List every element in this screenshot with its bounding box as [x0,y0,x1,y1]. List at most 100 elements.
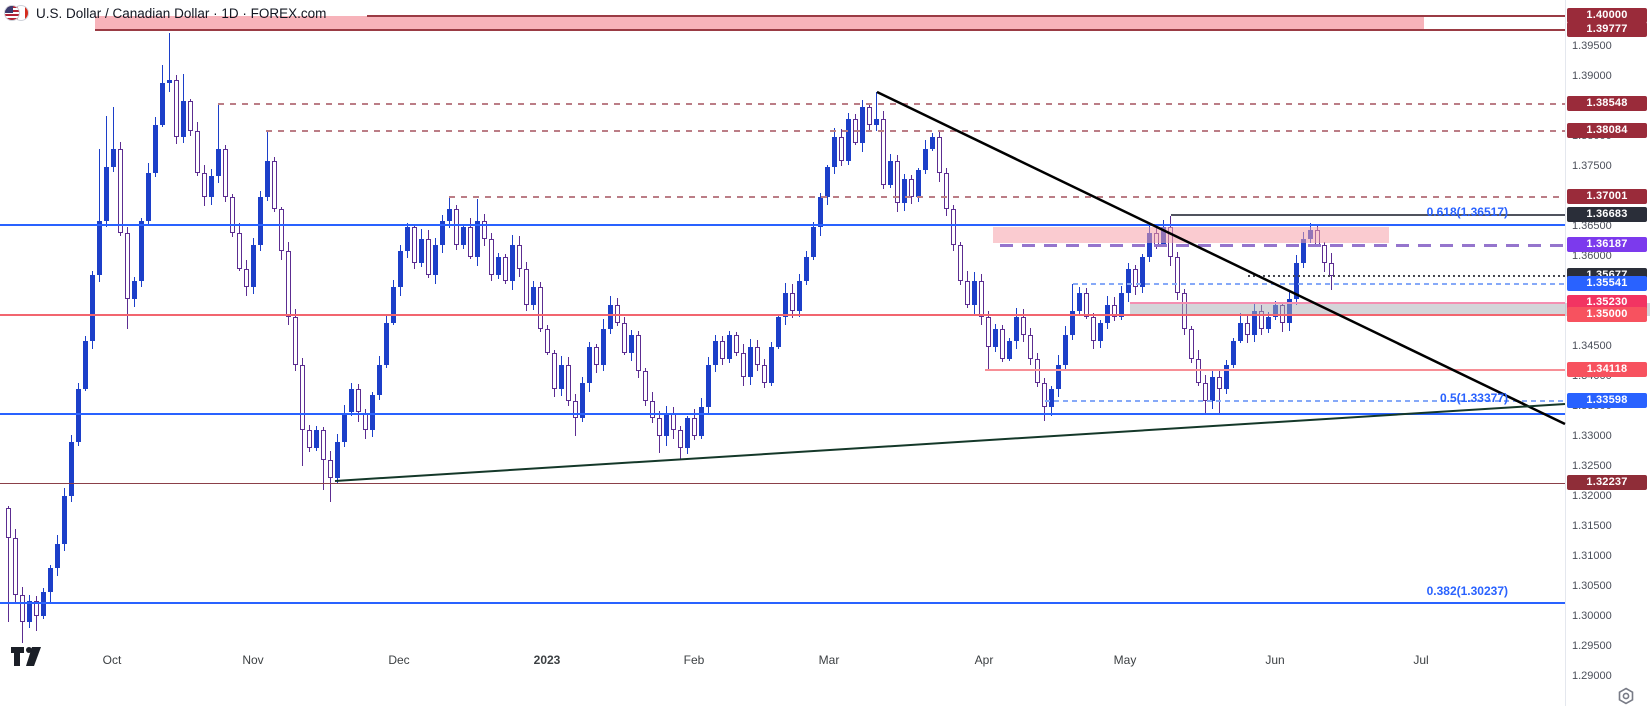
price-label: 1.38548 [1567,96,1647,111]
candle-down [566,364,571,401]
candle-down [20,595,25,623]
level-line-1.35677[interactable] [1248,275,1565,277]
candle-up [55,544,60,569]
candle-down [615,304,620,323]
candle-up [27,601,32,623]
candle-down [1189,328,1194,359]
candle-down [762,364,767,383]
candle-up [349,388,354,413]
time-axis-label: Jun [1265,653,1285,667]
level-line-1.38084[interactable] [266,130,1565,132]
supply-zone-1.3978-1.4000[interactable] [95,16,1424,30]
candle-down [881,119,886,185]
level-line-1.39777[interactable] [95,29,1565,31]
candle-down [1021,316,1026,335]
price-tick: 1.39500 [1572,40,1612,52]
candle-down [300,364,305,431]
price-tick: 1.31000 [1572,550,1612,562]
level-line-1.36187[interactable] [1000,243,1565,247]
price-label: 1.35230 [1567,295,1647,310]
candle-down [867,107,872,126]
level-line-1.35230[interactable] [1130,302,1565,304]
candle-up [216,149,221,176]
candle-up [391,286,396,323]
candle-wick [113,107,114,172]
level-line-1.35541[interactable] [1073,283,1565,285]
candle-up [846,119,851,161]
candle-up [972,280,977,305]
candle-up [104,167,109,221]
time-axis-label: Nov [242,653,264,667]
candle-wick [99,149,100,283]
candle-down [692,418,697,437]
candle-wick [218,105,219,183]
candle-up [69,442,74,497]
candle-up [930,137,935,150]
candle-up [797,280,802,311]
level-line-1.32237[interactable] [0,482,1565,484]
level-line-1.37001[interactable] [449,196,1565,198]
candle-down [489,238,494,275]
price-tick: 1.34500 [1572,340,1612,352]
candle-up [1266,316,1271,329]
candle-down [454,208,459,245]
level-line-1.30237[interactable] [0,602,1565,604]
candle-down [230,196,235,233]
candle-down [118,149,123,233]
level-line-1.35000[interactable] [0,314,1565,316]
candle-up [48,568,53,593]
candle-up [1049,388,1054,407]
candle-down [286,250,291,317]
tradingview-logo[interactable] [10,646,50,668]
level-line-1.38548[interactable] [218,103,1565,105]
level-line-1.33377[interactable] [0,413,1565,415]
level-line-1.36517[interactable] [0,224,1565,226]
candle-up [825,167,830,197]
level-line-1.40000[interactable] [367,15,1565,17]
candle-down [1245,322,1250,335]
candle-down [678,430,683,449]
candle-up [265,161,270,197]
candle-up [398,250,403,287]
candle-up [335,442,340,479]
candle-up [776,316,781,347]
candle-down [552,352,557,389]
candle-up [342,412,347,443]
candle-down [720,340,725,359]
us-flag-icon [4,4,20,21]
candle-up [587,346,592,383]
candle-down [937,137,942,173]
candle-down [426,238,431,275]
symbol-title-row[interactable]: U.S. Dollar / Canadian Dollar · 1D · FOR… [4,3,326,23]
candle-up [314,430,319,449]
candle-up [62,496,67,545]
candle-down [195,131,200,173]
candle-down [951,208,956,245]
candle-up [531,286,536,305]
candle-up [608,304,613,329]
level-line-1.34118[interactable] [985,369,1565,371]
candle-up [804,256,809,281]
candle-down [958,244,963,281]
candle-wick [876,92,877,131]
settings-gear-icon[interactable] [1617,687,1635,705]
candle-up [139,220,144,281]
resistance-zone-1.3623-1.3650[interactable] [993,227,1389,243]
candle-down [13,538,18,596]
candle-up [713,340,718,365]
time-axis-label: Oct [102,653,122,667]
candle-up [706,364,711,407]
price-label: 1.40000 [1567,8,1647,23]
candle-down [643,370,648,401]
candle-down [573,400,578,419]
candle-up [993,328,998,347]
candle-down [503,256,508,281]
candle-down [622,322,627,353]
candle-up [559,364,564,389]
candle-up [41,592,46,617]
candle-up [1063,334,1068,365]
time-axis-label: Jul [1413,653,1429,667]
